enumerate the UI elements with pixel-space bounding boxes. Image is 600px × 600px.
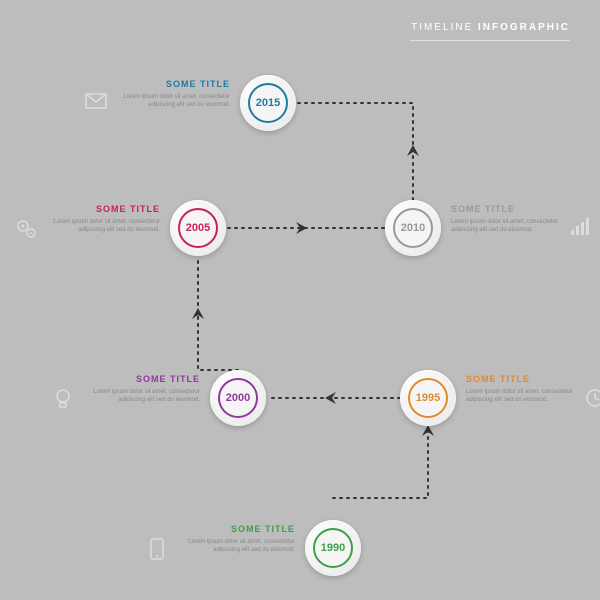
connector-layer bbox=[0, 0, 600, 600]
connector-arrow bbox=[296, 222, 307, 234]
caption-title: SOME TITLE bbox=[466, 374, 576, 384]
year-label: 1995 bbox=[408, 378, 448, 418]
node-caption-1995: SOME TITLE Lorem ipsum dolor sit amet, co… bbox=[466, 374, 576, 405]
caption-title: SOME TITLE bbox=[120, 79, 230, 89]
header-divider bbox=[410, 40, 570, 41]
node-caption-2010: SOME TITLE Lorem ipsum dolor sit amet, co… bbox=[451, 204, 561, 235]
caption-body: Lorem ipsum dolor sit amet, consectetur … bbox=[50, 218, 160, 235]
connector-path bbox=[298, 103, 413, 200]
connector-arrow bbox=[407, 145, 419, 156]
gears-icon bbox=[15, 218, 37, 245]
node-caption-1990: SOME TITLE Lorem ipsum dolor sit amet, co… bbox=[185, 524, 295, 555]
connector-arrow bbox=[325, 392, 336, 404]
year-label: 2010 bbox=[393, 208, 433, 248]
node-caption-2005: SOME TITLE Lorem ipsum dolor sit amet, co… bbox=[50, 204, 160, 235]
connector-path bbox=[198, 258, 238, 370]
phone-icon bbox=[150, 538, 164, 565]
node-caption-2015: SOME TITLE Lorem ipsum dolor sit amet, co… bbox=[120, 79, 230, 110]
connector-path bbox=[333, 426, 428, 498]
header-title: TIMELINE INFOGRAPHIC bbox=[411, 22, 570, 33]
timeline-node-1990: 1990 bbox=[305, 520, 361, 576]
clock-icon bbox=[585, 388, 600, 413]
caption-title: SOME TITLE bbox=[451, 204, 561, 214]
timeline-node-2015: 2015 bbox=[240, 75, 296, 131]
year-label: 1990 bbox=[313, 528, 353, 568]
connector-arrow bbox=[422, 425, 434, 436]
caption-body: Lorem ipsum dolor sit amet, consectetur … bbox=[466, 388, 576, 405]
year-label: 2015 bbox=[248, 83, 288, 123]
bars-icon bbox=[570, 218, 590, 241]
connector-arrow bbox=[192, 308, 204, 319]
caption-title: SOME TITLE bbox=[90, 374, 200, 384]
node-caption-2000: SOME TITLE Lorem ipsum dolor sit amet, co… bbox=[90, 374, 200, 405]
caption-body: Lorem ipsum dolor sit amet, consectetur … bbox=[120, 93, 230, 110]
caption-title: SOME TITLE bbox=[185, 524, 295, 534]
timeline-node-2005: 2005 bbox=[170, 200, 226, 256]
timeline-node-2010: 2010 bbox=[385, 200, 441, 256]
caption-title: SOME TITLE bbox=[50, 204, 160, 214]
timeline-node-2000: 2000 bbox=[210, 370, 266, 426]
mail-icon bbox=[85, 93, 107, 114]
caption-body: Lorem ipsum dolor sit amet, consectetur … bbox=[185, 538, 295, 555]
caption-body: Lorem ipsum dolor sit amet, consectetur … bbox=[451, 218, 561, 235]
year-label: 2005 bbox=[178, 208, 218, 248]
year-label: 2000 bbox=[218, 378, 258, 418]
bulb-icon bbox=[55, 388, 71, 415]
timeline-node-1995: 1995 bbox=[400, 370, 456, 426]
caption-body: Lorem ipsum dolor sit amet, consectetur … bbox=[90, 388, 200, 405]
